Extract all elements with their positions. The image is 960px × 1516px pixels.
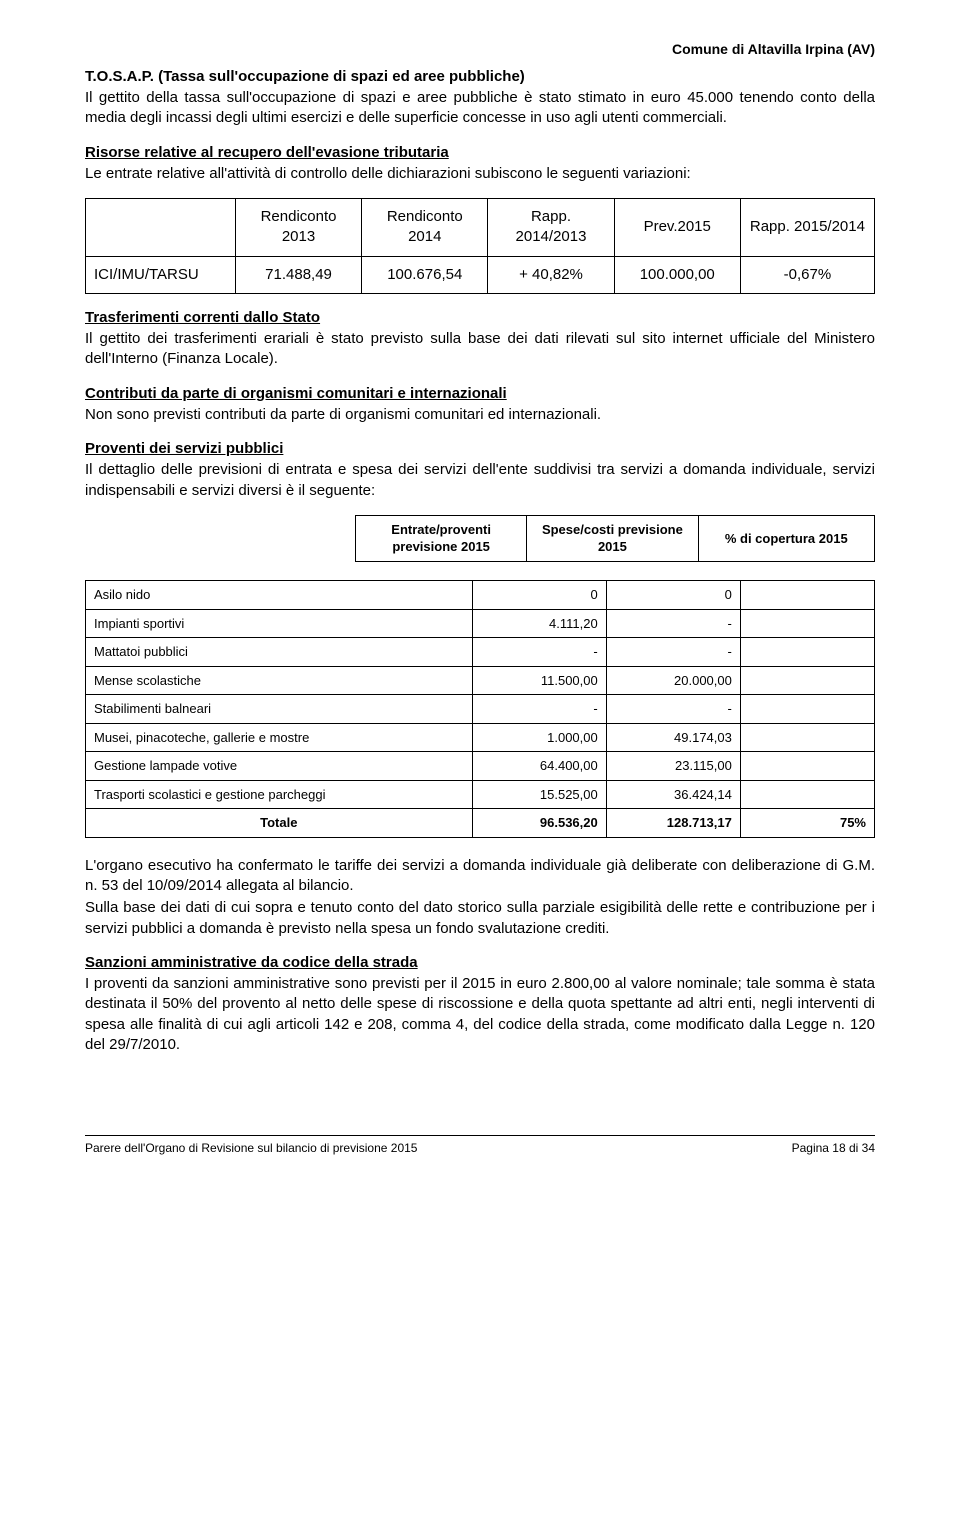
th-rapp1413: Rapp. 2014/2013 [488,199,614,257]
cell-label: Mattatoi pubblici [86,638,473,667]
cell-c3 [740,666,874,695]
th-entrate: Entrate/proventi previsione 2015 [356,515,527,561]
cell-c2: - [606,638,740,667]
recupero-table: Rendiconto 2013 Rendiconto 2014 Rapp. 20… [85,198,875,294]
recupero-title: Risorse relative al recupero dell'evasio… [85,143,875,163]
cell-c1: 1.000,00 [472,723,606,752]
cell-c3 [740,638,874,667]
cell-c1: 0 [472,580,606,609]
table-row: Mense scolastiche11.500,0020.000,00 [86,666,875,695]
cell-c2: 49.174,03 [606,723,740,752]
page-header-org: Comune di Altavilla Irpina (AV) [85,40,875,59]
total-c1: 96.536,20 [472,809,606,838]
tariffe-p1: L'organo esecutivo ha confermato le tari… [85,856,875,897]
cell-c2: - [606,609,740,638]
cell-c3 [740,723,874,752]
cell-c2: 20.000,00 [606,666,740,695]
proventi-data-table: Asilo nido00Impianti sportivi4.111,20-Ma… [85,580,875,838]
cell-c1: - [472,695,606,724]
cell-c2: 0 [606,580,740,609]
table-row: Gestione lampade votive64.400,0023.115,0… [86,752,875,781]
cell-label: Mense scolastiche [86,666,473,695]
cell-label: Asilo nido [86,580,473,609]
sanzioni-text: I proventi da sanzioni amministrative so… [85,974,875,1055]
cell-c3 [740,695,874,724]
th-rapp1514: Rapp. 2015/2014 [740,199,874,257]
total-c2: 128.713,17 [606,809,740,838]
cell-label: Gestione lampade votive [86,752,473,781]
table-total-row: Totale96.536,20128.713,1775% [86,809,875,838]
cell-label: Impianti sportivi [86,609,473,638]
tosap-title: T.O.S.A.P. (Tassa sull'occupazione di sp… [85,67,875,87]
cell-c1: 64.400,00 [472,752,606,781]
cell-label: Musei, pinacoteche, gallerie e mostre [86,723,473,752]
cell-label: Stabilimenti balneari [86,695,473,724]
cell-c3 [740,609,874,638]
contrib-text: Non sono previsti contributi da parte di… [85,405,875,425]
page-footer: Parere dell'Organo di Revisione sul bila… [85,1135,875,1156]
table-row: Impianti sportivi4.111,20- [86,609,875,638]
table-row: Musei, pinacoteche, gallerie e mostre1.0… [86,723,875,752]
trasf-text: Il gettito dei trasferimenti erariali è … [85,329,875,370]
total-label: Totale [86,809,473,838]
cell-c1: 4.111,20 [472,609,606,638]
cell-c1: 11.500,00 [472,666,606,695]
row-v3: + 40,82% [488,256,614,293]
recupero-header-row: Rendiconto 2013 Rendiconto 2014 Rapp. 20… [86,199,875,257]
row-label: ICI/IMU/TARSU [86,256,236,293]
table-row: Stabilimenti balneari-- [86,695,875,724]
row-v4: 100.000,00 [614,256,740,293]
cell-c1: 15.525,00 [472,780,606,809]
trasf-title: Trasferimenti correnti dallo Stato [85,308,875,328]
cell-c2: - [606,695,740,724]
recupero-data-row: ICI/IMU/TARSU 71.488,49 100.676,54 + 40,… [86,256,875,293]
contrib-title: Contributi da parte di organismi comunit… [85,384,875,404]
row-v2: 100.676,54 [362,256,488,293]
cell-label: Trasporti scolastici e gestione parchegg… [86,780,473,809]
table-row: Trasporti scolastici e gestione parchegg… [86,780,875,809]
proventi-header-table: Entrate/proventi previsione 2015 Spese/c… [355,515,875,562]
proventi-text: Il dettaglio delle previsioni di entrata… [85,460,875,501]
cell-c3 [740,580,874,609]
proventi-title: Proventi dei servizi pubblici [85,439,875,459]
th-spese: Spese/costi previsione 2015 [527,515,698,561]
th-blank [86,199,236,257]
row-v1: 71.488,49 [235,256,361,293]
tariffe-p2: Sulla base dei dati di cui sopra e tenut… [85,898,875,939]
total-c3: 75% [740,809,874,838]
footer-right: Pagina 18 di 34 [792,1140,875,1156]
row-v5: -0,67% [740,256,874,293]
tosap-text: Il gettito della tassa sull'occupazione … [85,88,875,129]
table-row: Asilo nido00 [86,580,875,609]
table-row: Mattatoi pubblici-- [86,638,875,667]
cell-c1: - [472,638,606,667]
th-prev2015: Prev.2015 [614,199,740,257]
recupero-text: Le entrate relative all'attività di cont… [85,164,875,184]
th-rend2013: Rendiconto 2013 [235,199,361,257]
footer-left: Parere dell'Organo di Revisione sul bila… [85,1140,417,1156]
cell-c2: 23.115,00 [606,752,740,781]
sanzioni-title: Sanzioni amministrative da codice della … [85,953,875,973]
cell-c2: 36.424,14 [606,780,740,809]
cell-c3 [740,752,874,781]
cell-c3 [740,780,874,809]
th-copertura: % di copertura 2015 [698,515,874,561]
th-rend2014: Rendiconto 2014 [362,199,488,257]
